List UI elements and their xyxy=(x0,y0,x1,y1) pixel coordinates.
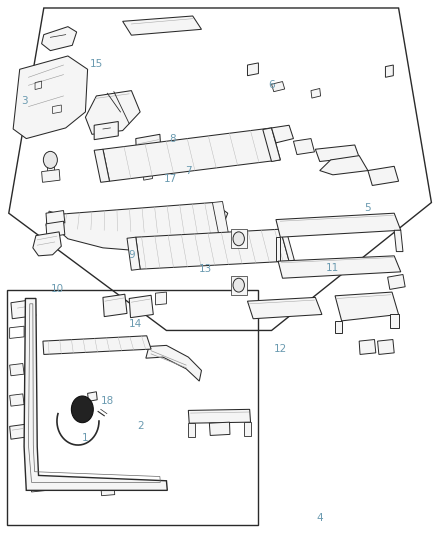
Text: 4: 4 xyxy=(316,513,323,523)
Polygon shape xyxy=(231,276,247,295)
Polygon shape xyxy=(43,336,151,354)
Polygon shape xyxy=(94,122,118,140)
Circle shape xyxy=(43,151,57,168)
Polygon shape xyxy=(85,91,140,134)
Polygon shape xyxy=(155,292,166,305)
Polygon shape xyxy=(139,155,157,172)
Polygon shape xyxy=(42,169,60,182)
Text: 8: 8 xyxy=(170,134,177,143)
Polygon shape xyxy=(280,228,294,261)
Polygon shape xyxy=(46,211,59,228)
Polygon shape xyxy=(33,232,61,256)
Text: 11: 11 xyxy=(326,263,339,272)
Text: 6: 6 xyxy=(268,80,275,90)
Polygon shape xyxy=(209,422,230,435)
Circle shape xyxy=(233,232,244,246)
Polygon shape xyxy=(123,16,201,35)
Polygon shape xyxy=(10,394,24,406)
Polygon shape xyxy=(335,292,399,321)
Polygon shape xyxy=(335,321,342,333)
Polygon shape xyxy=(56,203,228,252)
Polygon shape xyxy=(378,340,394,354)
Polygon shape xyxy=(388,274,405,289)
Text: 13: 13 xyxy=(198,264,212,274)
Polygon shape xyxy=(263,128,280,161)
Polygon shape xyxy=(13,56,88,139)
Text: 14: 14 xyxy=(129,319,142,329)
Polygon shape xyxy=(47,164,54,172)
Text: 12: 12 xyxy=(274,344,287,353)
Polygon shape xyxy=(276,213,401,237)
Polygon shape xyxy=(293,139,314,155)
Polygon shape xyxy=(315,145,359,161)
Polygon shape xyxy=(188,423,195,437)
Polygon shape xyxy=(272,82,285,92)
Polygon shape xyxy=(46,211,65,225)
Polygon shape xyxy=(136,134,161,159)
Polygon shape xyxy=(42,27,77,51)
Polygon shape xyxy=(359,340,376,354)
Polygon shape xyxy=(244,422,251,436)
Polygon shape xyxy=(94,149,110,182)
Polygon shape xyxy=(247,63,258,76)
Polygon shape xyxy=(278,256,401,278)
Polygon shape xyxy=(46,221,65,237)
Text: 17: 17 xyxy=(163,174,177,183)
Circle shape xyxy=(71,396,93,423)
Polygon shape xyxy=(103,294,127,317)
Text: 10: 10 xyxy=(50,284,64,294)
Text: 7: 7 xyxy=(185,166,192,175)
Text: 18: 18 xyxy=(101,396,114,406)
Text: 1: 1 xyxy=(82,433,89,443)
Polygon shape xyxy=(320,156,368,175)
Polygon shape xyxy=(272,125,293,143)
Polygon shape xyxy=(311,88,321,98)
Polygon shape xyxy=(247,297,322,319)
Polygon shape xyxy=(231,229,247,248)
Polygon shape xyxy=(136,229,289,269)
Polygon shape xyxy=(146,345,201,381)
Polygon shape xyxy=(385,65,393,77)
Polygon shape xyxy=(390,314,399,328)
Text: 5: 5 xyxy=(364,203,371,213)
Text: 9: 9 xyxy=(128,250,135,260)
Polygon shape xyxy=(276,237,280,261)
Polygon shape xyxy=(101,484,115,496)
Polygon shape xyxy=(368,166,399,185)
Polygon shape xyxy=(394,230,403,252)
Polygon shape xyxy=(88,392,97,401)
Polygon shape xyxy=(10,424,26,439)
Polygon shape xyxy=(103,128,280,181)
Text: 15: 15 xyxy=(90,59,103,69)
Polygon shape xyxy=(11,300,36,319)
Text: 2: 2 xyxy=(137,422,144,431)
Polygon shape xyxy=(129,295,153,318)
Polygon shape xyxy=(212,201,229,236)
Text: 3: 3 xyxy=(21,96,28,106)
Polygon shape xyxy=(188,409,251,423)
Polygon shape xyxy=(127,237,140,270)
Polygon shape xyxy=(31,478,47,492)
Polygon shape xyxy=(144,168,152,180)
Polygon shape xyxy=(24,298,167,490)
Polygon shape xyxy=(10,364,24,376)
Circle shape xyxy=(233,278,244,292)
